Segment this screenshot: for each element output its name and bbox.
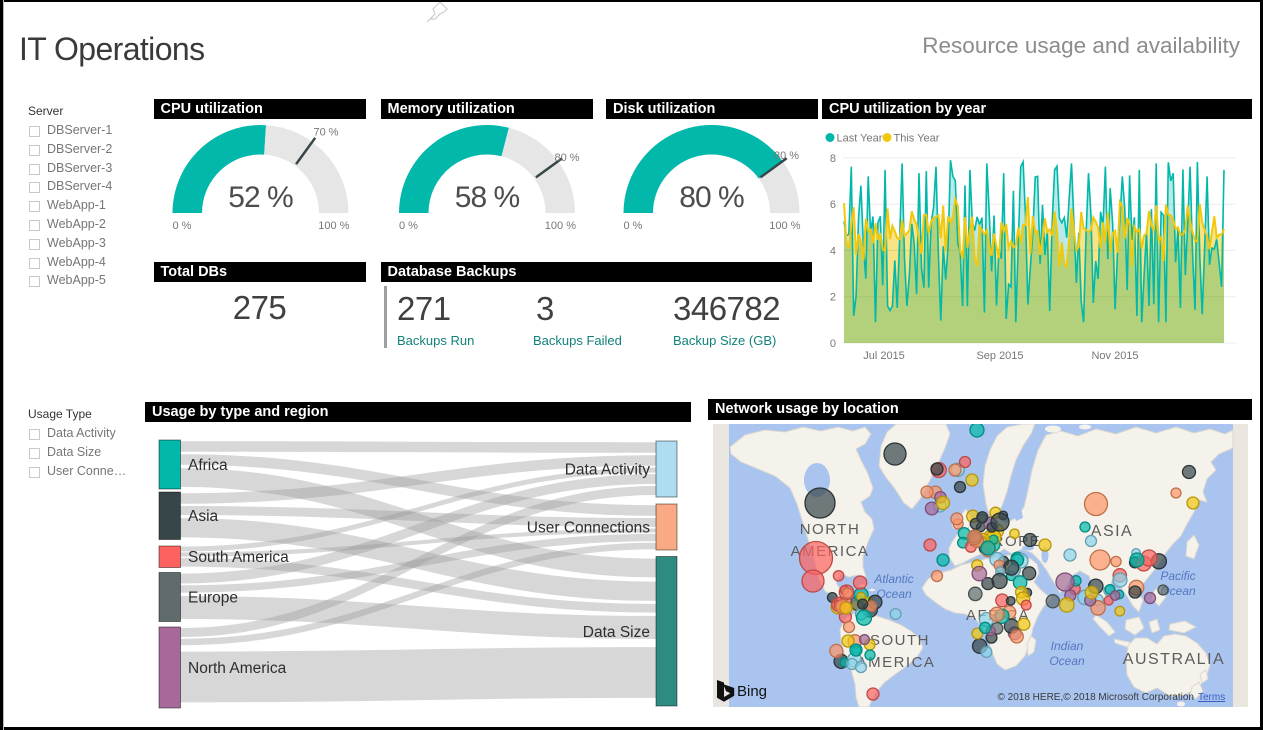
- svg-text:Data Activity: Data Activity: [565, 462, 651, 479]
- svg-text:Nov 2015: Nov 2015: [1091, 350, 1138, 362]
- svg-text:80 %: 80 %: [554, 152, 579, 164]
- svg-text:4: 4: [830, 245, 836, 257]
- svg-text:Jul 2015: Jul 2015: [863, 350, 905, 362]
- svg-text:Terms: Terms: [1198, 692, 1225, 703]
- svg-text:Africa: Africa: [188, 457, 228, 474]
- svg-text:Last Year: Last Year: [837, 133, 883, 145]
- svg-text:AUSTRALIA: AUSTRALIA: [1123, 651, 1225, 668]
- svg-text:Europe: Europe: [188, 590, 238, 607]
- svg-text:0 %: 0 %: [624, 220, 643, 232]
- svg-text:100 %: 100 %: [544, 220, 575, 232]
- svg-text:Pacific: Pacific: [1160, 569, 1195, 583]
- svg-text:8: 8: [830, 153, 836, 165]
- svg-text:Ocean: Ocean: [1049, 654, 1085, 668]
- svg-text:Ocean: Ocean: [1160, 584, 1196, 598]
- svg-text:Bing: Bing: [737, 683, 767, 700]
- svg-text:Indian: Indian: [1051, 639, 1084, 653]
- svg-text:80 %: 80 %: [774, 150, 799, 162]
- svg-text:SOUTH: SOUTH: [870, 632, 930, 649]
- svg-text:0 %: 0 %: [172, 220, 191, 232]
- svg-text:Ocean: Ocean: [876, 587, 912, 601]
- svg-text:This Year: This Year: [894, 133, 940, 145]
- svg-text:User Connections: User Connections: [527, 520, 650, 537]
- svg-text:0: 0: [830, 338, 836, 350]
- svg-text:Atlantic: Atlantic: [873, 572, 913, 586]
- svg-text:100 %: 100 %: [318, 220, 349, 232]
- svg-text:North America: North America: [188, 660, 287, 677]
- svg-text:ASIA: ASIA: [1091, 523, 1133, 540]
- svg-text:Data Size: Data Size: [583, 624, 650, 641]
- svg-text:NORTH: NORTH: [800, 521, 861, 538]
- svg-text:80 %: 80 %: [679, 181, 744, 214]
- svg-text:6: 6: [830, 199, 836, 211]
- svg-text:0 %: 0 %: [399, 220, 418, 232]
- svg-text:© 2018 HERE,© 2018 Microsoft C: © 2018 HERE,© 2018 Microsoft Corporation: [998, 692, 1195, 703]
- svg-text:100 %: 100 %: [769, 220, 800, 232]
- svg-text:2: 2: [830, 292, 836, 304]
- svg-text:70 %: 70 %: [313, 127, 338, 139]
- svg-text:AMERICA: AMERICA: [857, 654, 936, 671]
- svg-text:52 %: 52 %: [228, 181, 293, 214]
- svg-text:Sep 2015: Sep 2015: [976, 350, 1023, 362]
- svg-text:South America: South America: [188, 549, 289, 566]
- svg-text:58 %: 58 %: [454, 181, 519, 214]
- svg-text:Asia: Asia: [188, 508, 219, 525]
